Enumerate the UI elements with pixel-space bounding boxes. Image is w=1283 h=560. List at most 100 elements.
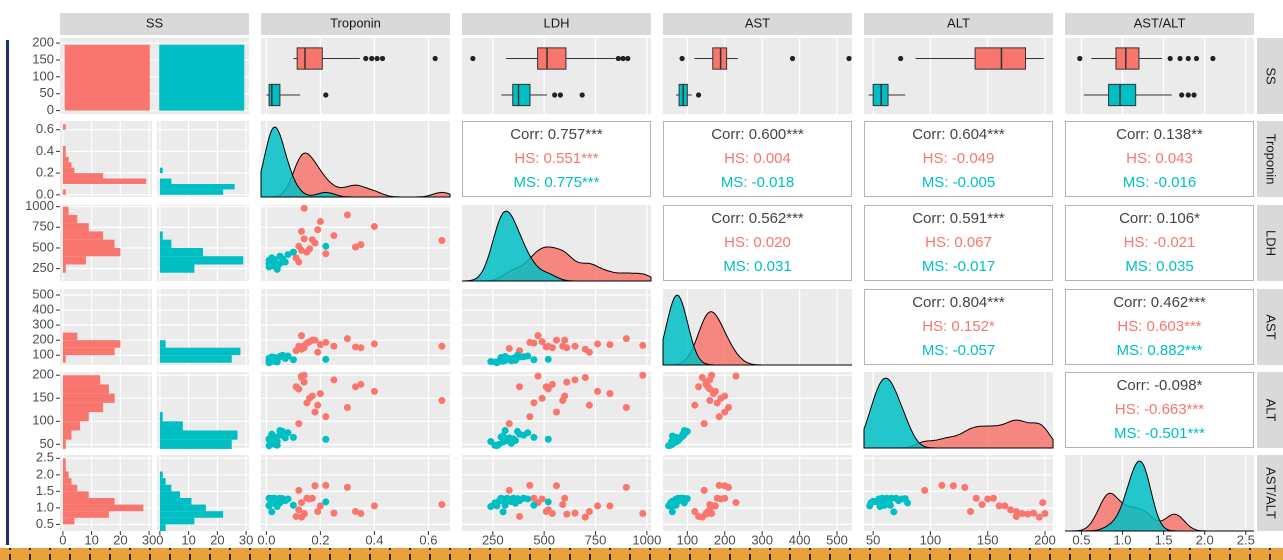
- hist-bar: [62, 162, 72, 168]
- hist-bar: [159, 167, 163, 174]
- hist-bar: [62, 497, 115, 505]
- point: [330, 342, 338, 350]
- corr-text: Corr: 0.591***: [912, 210, 1005, 227]
- point: [711, 387, 719, 395]
- point: [622, 335, 630, 343]
- bottom-band: [0, 548, 1283, 560]
- point: [721, 392, 729, 400]
- point: [308, 494, 316, 502]
- x-tick-label: 20: [113, 532, 127, 547]
- box: [974, 47, 1027, 70]
- point: [322, 338, 330, 346]
- hist-bar: [159, 347, 241, 356]
- corr-text: HS: 0.020: [724, 234, 791, 251]
- point: [300, 204, 308, 212]
- point: [265, 502, 273, 510]
- point: [1007, 506, 1015, 514]
- y-tick-label: 0.5: [36, 516, 54, 531]
- x-tick-label: 2.5: [1237, 532, 1255, 547]
- point: [298, 332, 305, 340]
- point: [298, 227, 305, 235]
- x-tick-label: 2.0: [1196, 532, 1214, 547]
- point: [704, 508, 712, 516]
- hist-bar: [62, 430, 72, 440]
- point: [882, 498, 890, 506]
- x-tick-label: 500: [533, 532, 555, 547]
- outlier: [1177, 55, 1183, 62]
- point: [357, 241, 365, 249]
- y-tick-label: 0.2: [36, 165, 54, 180]
- corr-text: Corr: 0.562***: [711, 210, 804, 227]
- point: [322, 250, 330, 258]
- point: [308, 392, 316, 400]
- point: [542, 343, 550, 351]
- y-tick-label: 1.5: [36, 483, 54, 498]
- outlier: [1167, 55, 1173, 62]
- bar: [64, 44, 150, 111]
- hist-bar: [159, 183, 235, 190]
- x-tick-label: 0.4: [365, 532, 383, 547]
- corr-text: HS: 0.004: [724, 150, 791, 167]
- point: [438, 237, 446, 245]
- hist-bar: [62, 412, 89, 422]
- point: [526, 413, 534, 421]
- point: [706, 501, 714, 509]
- point: [639, 509, 647, 517]
- point: [281, 355, 289, 363]
- panel: [261, 455, 450, 531]
- point: [561, 494, 569, 502]
- corr-text: HS: -0.021: [1124, 234, 1196, 251]
- hist-bar: [62, 491, 89, 498]
- x-tick-label: 0.6: [419, 532, 437, 547]
- outlier: [1185, 92, 1191, 98]
- hist-bar: [159, 340, 166, 348]
- x-tick-label: 0.0: [257, 532, 275, 547]
- point: [352, 508, 359, 516]
- corr-text: HS: -0.049: [923, 150, 995, 167]
- hist-bar: [62, 375, 101, 385]
- density: [662, 294, 852, 366]
- point: [292, 512, 300, 520]
- point: [542, 508, 550, 516]
- strip-label: LDH: [543, 15, 569, 30]
- point: [639, 371, 647, 379]
- point: [316, 218, 324, 226]
- hist-bar: [62, 355, 66, 363]
- corr-text: MS: -0.016: [1123, 174, 1196, 191]
- point: [499, 508, 507, 516]
- point: [370, 387, 378, 395]
- point: [871, 498, 879, 506]
- panel: [663, 372, 852, 448]
- point: [487, 503, 495, 511]
- hist-bar: [62, 511, 109, 518]
- point: [289, 248, 297, 256]
- point: [295, 258, 303, 266]
- point: [673, 498, 681, 506]
- point: [322, 481, 330, 489]
- point: [306, 245, 314, 253]
- hist-bar: [62, 178, 147, 184]
- point: [499, 357, 507, 365]
- hist-bar: [62, 239, 115, 248]
- point: [581, 374, 589, 382]
- point: [695, 512, 703, 520]
- x-tick-label: 750: [585, 532, 607, 547]
- point: [553, 336, 560, 344]
- point: [295, 420, 303, 428]
- outlier: [579, 92, 585, 98]
- point: [984, 495, 992, 503]
- corr-text: HS: 0.043: [1126, 150, 1193, 167]
- panel: [1065, 289, 1254, 365]
- point: [921, 486, 929, 494]
- point: [316, 502, 324, 510]
- outlier: [1185, 55, 1191, 62]
- point: [316, 341, 324, 349]
- outlier: [552, 92, 558, 98]
- corr-text: MS: -0.017: [922, 258, 995, 275]
- strip-label: Troponin: [330, 15, 381, 30]
- point: [711, 502, 719, 510]
- point: [497, 494, 505, 502]
- panel: [663, 121, 852, 197]
- strip-label: AST: [1264, 314, 1279, 339]
- point: [698, 374, 706, 382]
